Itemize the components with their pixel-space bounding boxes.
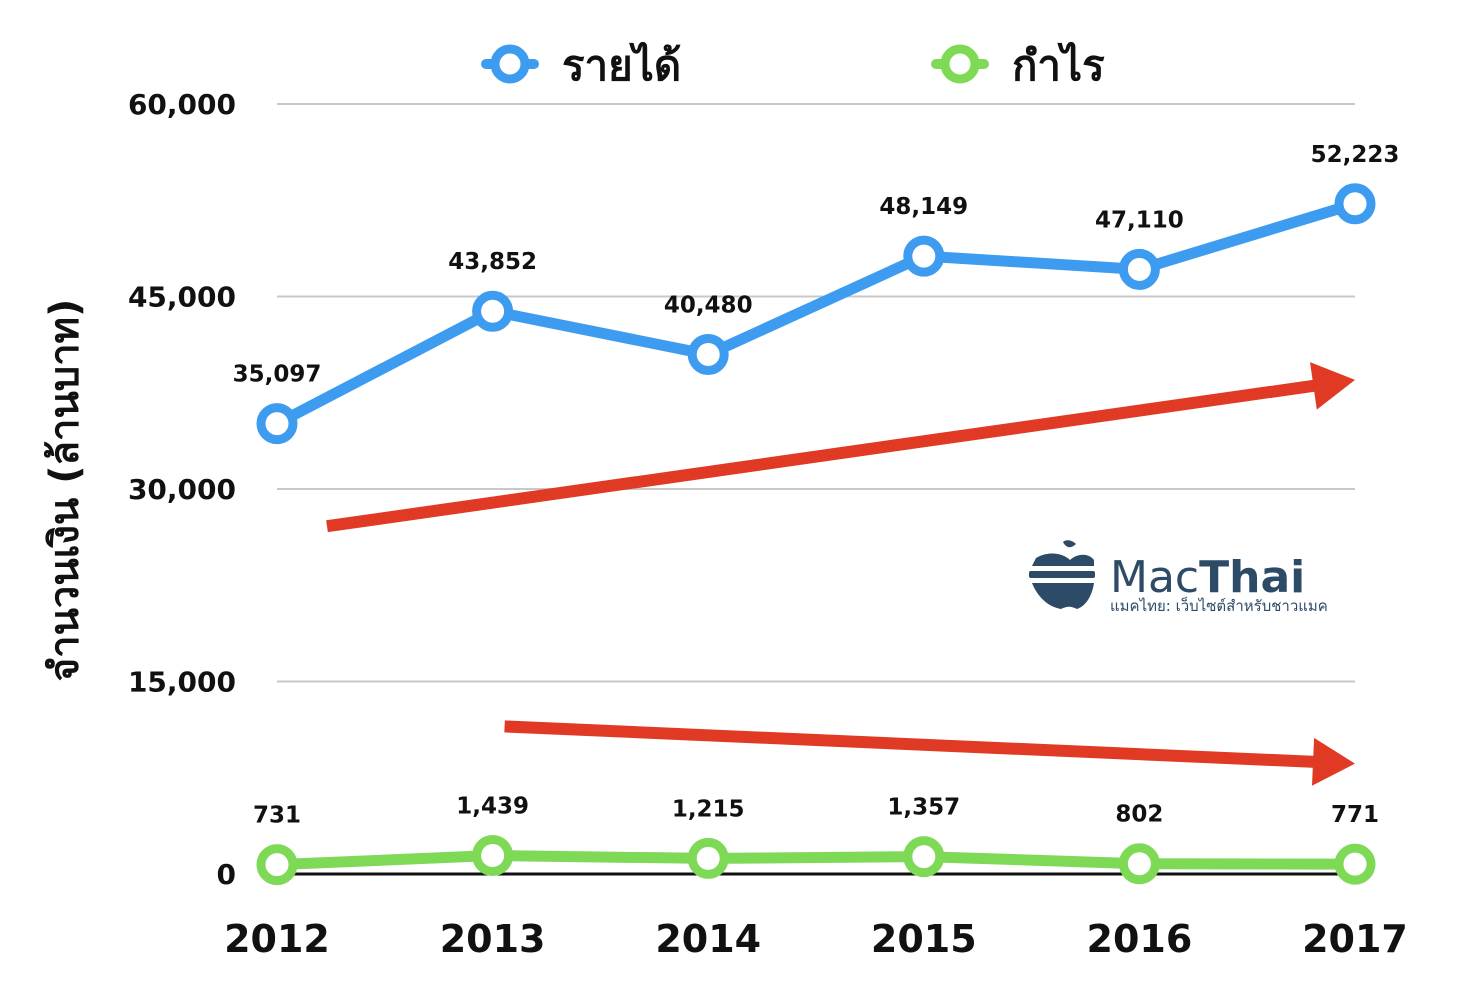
- data-point: [256, 844, 298, 886]
- legend-label: กำไร: [1012, 41, 1105, 90]
- y-tick-label: 60,000: [128, 88, 236, 121]
- gridlines: [277, 103, 1355, 876]
- data-label: 731: [253, 803, 301, 829]
- y-tick-label: 30,000: [128, 473, 236, 506]
- data-label: 47,110: [1095, 207, 1184, 233]
- macthai-logo: MacThai แมคไทย: เว็บไซต์สำหรับชาวแมค: [1029, 540, 1328, 615]
- series-layer: 35,097 43,852 40,480 48,149 47,110 52,223 731 1…: [233, 142, 1400, 886]
- legend-swatch-marker: [940, 44, 980, 84]
- y-tick-label: 0: [217, 858, 236, 891]
- data-point: [256, 403, 298, 445]
- data-label: 1,357: [887, 795, 960, 821]
- logo-tagline: แมคไทย: เว็บไซต์สำหรับชาวแมค: [1110, 596, 1328, 615]
- data-point: [1334, 843, 1376, 885]
- data-point: [903, 836, 945, 878]
- data-label: 40,480: [664, 293, 753, 319]
- x-tick-label: 2014: [655, 917, 761, 961]
- data-point: [1118, 248, 1160, 290]
- y-tick-label: 45,000: [128, 281, 236, 314]
- data-label: 52,223: [1311, 142, 1400, 168]
- y-axis-title: จำนวนเงิน (ล้านบาท): [42, 299, 88, 682]
- x-tick-label: 2016: [1087, 917, 1193, 961]
- data-point: [1118, 843, 1160, 885]
- svg-text:MacThai: MacThai: [1110, 552, 1305, 603]
- legend-swatch-marker: [490, 44, 530, 84]
- y-tick-label: 15,000: [128, 666, 236, 699]
- data-point: [472, 835, 514, 877]
- data-label: 1,439: [456, 794, 529, 820]
- series-line-revenue: [271, 198, 1361, 430]
- x-tick-label: 2012: [224, 917, 330, 961]
- data-point: [472, 290, 514, 332]
- data-point: [687, 334, 729, 376]
- data-point: [903, 235, 945, 277]
- data-label: 43,852: [448, 249, 537, 275]
- x-tick-label: 2015: [871, 917, 977, 961]
- x-tick-label: 2017: [1302, 917, 1408, 961]
- data-point: [1334, 183, 1376, 225]
- logo-name-mac: Mac: [1110, 552, 1199, 603]
- y-axis-ticks: 0 15,000 30,000 45,000 60,000: [128, 88, 236, 891]
- x-axis-ticks: 2012 2013 2014 2015 2016 2017: [224, 917, 1408, 961]
- data-label: 1,215: [672, 796, 745, 822]
- trend-arrow-down-shaft: [504, 720, 1316, 768]
- x-tick-label: 2013: [440, 917, 546, 961]
- trend-arrow-up-head: [1310, 362, 1355, 410]
- trend-arrow-down-head: [1311, 737, 1355, 786]
- data-label: 48,149: [879, 194, 968, 220]
- legend: รายได้ กำไร: [481, 41, 1105, 90]
- logo-name-thai: Thai: [1199, 552, 1305, 603]
- legend-label: รายได้: [562, 41, 681, 90]
- trend-arrows: [326, 362, 1355, 786]
- data-label: 802: [1115, 802, 1163, 828]
- apple-logo-icon: [1029, 540, 1095, 609]
- series-line-profit: [271, 850, 1361, 871]
- data-label: 35,097: [233, 362, 322, 388]
- data-label: 771: [1331, 802, 1379, 828]
- data-point: [687, 837, 729, 879]
- trend-arrow-up-shaft: [326, 379, 1317, 533]
